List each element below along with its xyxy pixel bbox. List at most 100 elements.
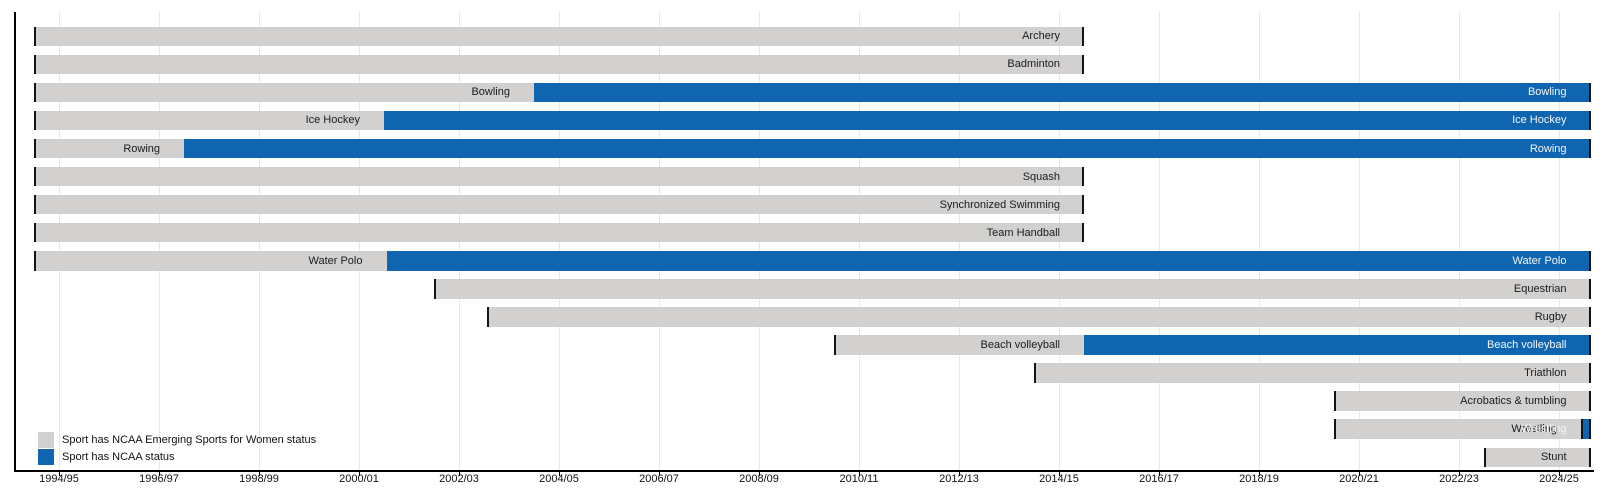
- segment-boundary-tick: [1588, 251, 1591, 271]
- bar-label: Badminton: [1007, 58, 1060, 71]
- bar-label: Rugby: [1534, 310, 1567, 323]
- segment-boundary-tick: [34, 26, 36, 46]
- segment-boundary-tick: [1082, 194, 1084, 215]
- bar-segment-emerging: [34, 110, 384, 131]
- bar-row-equestrian: Equestrian: [0, 279, 1600, 299]
- legend-label: Sport has NCAA Emerging Sports for Women…: [62, 434, 317, 446]
- bar-row-synchronized-swimming: Synchronized Swimming: [0, 194, 1600, 215]
- bar-row-squash: Squash: [0, 166, 1600, 187]
- bar-label: Beach volleyball: [1487, 339, 1567, 352]
- segment-boundary-tick: [434, 279, 436, 299]
- bar-row-ice-hockey: Ice Hockey Ice Hockey: [0, 110, 1600, 131]
- bar-segment-emerging: [1334, 419, 1581, 439]
- bar-segment-ncaa: [184, 138, 1591, 159]
- segment-boundary-tick: [1588, 307, 1591, 327]
- x-tick-label: 1996/97: [139, 473, 179, 485]
- segment-boundary-tick: [1588, 335, 1591, 355]
- bar-label: Water Polo: [308, 254, 363, 267]
- bar-label: Bowling: [471, 86, 510, 99]
- legend-swatch-ncaa: [38, 449, 54, 465]
- bar-label: Beach volleyball: [980, 339, 1061, 352]
- x-tick-label: 2006/07: [639, 473, 679, 485]
- segment-boundary-tick: [34, 138, 36, 159]
- gridline: [1159, 12, 1160, 470]
- y-axis-line: [14, 12, 16, 471]
- bar-label: Wrestling: [1511, 423, 1557, 436]
- segment-boundary-tick: [34, 82, 36, 103]
- x-tick-mark: [959, 471, 960, 476]
- bar-segment-emerging: [1034, 363, 1591, 383]
- bar-row-badminton: Badminton: [0, 54, 1600, 75]
- segment-boundary-tick: [34, 166, 36, 187]
- x-tick-label: 2018/19: [1239, 473, 1279, 485]
- segment-boundary-tick: [486, 307, 489, 327]
- x-tick-mark: [1359, 471, 1360, 476]
- bar-segment-emerging: [34, 222, 1084, 243]
- x-tick-label: 2002/03: [439, 473, 479, 485]
- segment-boundary-tick: [1588, 138, 1591, 159]
- x-tick-mark: [759, 471, 760, 476]
- segment-boundary-tick: [1588, 419, 1591, 439]
- bar-label: Team Handball: [986, 226, 1060, 239]
- bar-segment-emerging: [486, 307, 1591, 327]
- x-tick-label: 2012/13: [939, 473, 979, 485]
- bar-label: Rowing: [123, 142, 160, 155]
- legend-item-ncaa: Sport has NCAA status: [38, 449, 175, 465]
- bar-label: Rowing: [1529, 142, 1567, 155]
- segment-boundary-tick: [1588, 363, 1591, 383]
- gridline: [1459, 12, 1460, 470]
- bar-segment-emerging: [434, 279, 1591, 299]
- bar-label: Equestrian: [1513, 282, 1567, 295]
- bar-row-rugby: Rugby: [0, 307, 1600, 327]
- segment-boundary-tick: [34, 251, 36, 271]
- bar-label: Water Polo: [1512, 254, 1567, 267]
- bar-row-wrestling: Wrestling Wrestling: [0, 419, 1600, 439]
- x-tick-label: 2014/15: [1039, 473, 1079, 485]
- x-tick-mark: [1459, 471, 1460, 476]
- x-tick-label: 2022/23: [1439, 473, 1479, 485]
- x-tick-mark: [459, 471, 460, 476]
- x-tick-mark: [1259, 471, 1260, 476]
- bar-label: Bowling: [1527, 86, 1567, 99]
- bar-row-beach-volleyball: Beach volleyball Beach volleyball: [0, 335, 1600, 355]
- segment-boundary-tick: [34, 54, 36, 75]
- bar-segment-emerging: [1484, 447, 1591, 468]
- bar-row-rowing: Rowing Rowing: [0, 138, 1600, 159]
- bar-label: Acrobatics & tumbling: [1460, 395, 1567, 408]
- bar-label: Archery: [1022, 30, 1060, 43]
- bar-segment-ncaa: [384, 110, 1591, 131]
- segment-boundary-tick: [1588, 391, 1591, 411]
- bar-label: Ice Hockey: [1512, 114, 1567, 127]
- gridline: [1259, 12, 1260, 470]
- x-tick-mark: [1159, 471, 1160, 476]
- bar-segment-emerging: [34, 82, 534, 103]
- segment-boundary-tick: [834, 335, 836, 355]
- segment-boundary-tick: [1484, 447, 1486, 468]
- bar-row-bowling: Bowling Bowling: [0, 82, 1600, 103]
- bar-segment-emerging: [34, 54, 1084, 75]
- bar-row-archery: Archery: [0, 26, 1600, 46]
- segment-boundary-tick: [34, 110, 36, 131]
- segment-boundary-tick: [1082, 222, 1084, 243]
- segment-boundary-tick: [1334, 419, 1336, 439]
- bar-segment-ncaa: [534, 82, 1591, 103]
- x-tick-mark: [359, 471, 360, 476]
- x-tick-label: 2008/09: [739, 473, 779, 485]
- bar-row-stunt: Stunt: [0, 447, 1600, 468]
- gridline: [1559, 12, 1560, 470]
- x-tick-mark: [859, 471, 860, 476]
- bar-segment-emerging: [834, 335, 1084, 355]
- x-tick-label: 2016/17: [1139, 473, 1179, 485]
- x-tick-label: 1994/95: [39, 473, 79, 485]
- bar-row-water-polo: Water Polo Water Polo: [0, 251, 1600, 271]
- bar-label: Squash: [1022, 170, 1060, 183]
- bar-row-team-handball: Team Handball: [0, 222, 1600, 243]
- x-tick-label: 2024/25: [1539, 473, 1579, 485]
- x-tick-mark: [1059, 471, 1060, 476]
- bar-segment-emerging: [34, 194, 1084, 215]
- gridline: [1359, 12, 1360, 470]
- bar-row-triathlon: Triathlon: [0, 363, 1600, 383]
- bar-segment-emerging: [34, 251, 387, 271]
- x-tick-mark: [159, 471, 160, 476]
- legend-swatch-emerging: [38, 432, 54, 448]
